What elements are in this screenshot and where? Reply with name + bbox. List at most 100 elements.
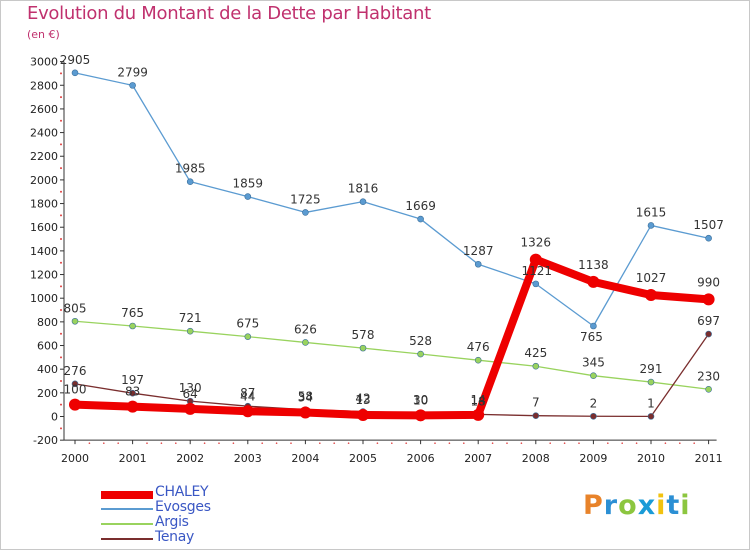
data-point-evosges [71, 69, 79, 77]
data-label-tenay: 58 [298, 390, 313, 404]
data-point-evosges [532, 280, 540, 288]
data-point-evosges [647, 222, 655, 229]
data-label-argis: 528 [409, 334, 432, 348]
axes: -200 0 200 400 600 800 1000 1200 1400 1600 1800 200… [30, 56, 723, 466]
data-label-argis: 721 [179, 311, 202, 325]
data-label-evosges: 765 [580, 330, 603, 344]
proxiti-logo: Proxiti [583, 490, 691, 521]
data-label-tenay: 30 [413, 393, 428, 407]
x-tick-label: 2000 [61, 452, 89, 465]
plot-area [69, 69, 715, 422]
data-label-tenay: 1 [647, 396, 655, 410]
x-minor-tick [290, 442, 292, 444]
data-label-tenay: 130 [179, 381, 202, 395]
legend-label-chaley: CHALEY [155, 484, 209, 500]
data-label-tenay: 197 [121, 373, 144, 387]
data-point-chaley [69, 398, 81, 411]
data-point-evosges [302, 209, 309, 216]
data-label-argis: 805 [64, 301, 87, 315]
series-line-evosges [74, 72, 710, 327]
data-point-chaley [529, 253, 542, 266]
data-label-tenay: 87 [240, 386, 255, 400]
data-label-argis: 345 [582, 356, 605, 370]
x-minor-tick [376, 442, 379, 444]
x-tick-label: 2008 [522, 452, 550, 465]
x-minor-tick [347, 442, 350, 444]
logo-letter: i [656, 490, 667, 521]
data-label-evosges: 1507 [693, 218, 724, 232]
y-minor-tick [60, 309, 62, 312]
x-minor-tick [117, 442, 119, 444]
data-point-chaley [702, 293, 715, 306]
series-line-tenay [74, 333, 710, 418]
x-minor-tick [232, 442, 235, 444]
x-minor-tick [679, 442, 681, 444]
x-minor-tick [203, 442, 206, 444]
data-point-evosges [359, 198, 367, 205]
data-point-chaley [645, 289, 657, 302]
x-minor-tick [448, 442, 451, 444]
data-point-evosges [417, 215, 424, 223]
y-tick-label: -200 [33, 434, 58, 447]
x-minor-tick [261, 442, 264, 444]
x-tick-label: 2010 [637, 452, 665, 465]
data-point-chaley [414, 409, 427, 422]
x-minor-tick [88, 442, 91, 444]
data-label-tenay: 18 [471, 394, 486, 408]
data-label-evosges: 1725 [290, 192, 321, 206]
x-minor-tick [520, 442, 523, 444]
data-point-chaley [126, 400, 139, 413]
data-label-evosges: 1287 [463, 244, 494, 258]
data-label-evosges: 1859 [233, 177, 264, 191]
x-minor-tick [635, 442, 638, 444]
y-minor-tick [60, 403, 62, 406]
x-tick-label: 2004 [291, 452, 319, 465]
x-minor-tick [506, 442, 508, 444]
data-point-evosges [186, 178, 194, 185]
data-label-argis: 765 [121, 306, 144, 320]
data-point-tenay [71, 380, 79, 388]
x-tick-label: 2001 [119, 452, 147, 465]
data-point-argis [474, 356, 482, 364]
chart-title: Evolution du Montant de la Dette par Hab… [27, 3, 431, 24]
y-tick-label: 1400 [30, 245, 58, 258]
x-minor-tick [463, 442, 465, 444]
data-label-chaley: 100 [64, 383, 87, 397]
data-label-chaley: 44 [240, 389, 255, 403]
data-point-argis [647, 378, 655, 386]
data-label-chaley: 34 [298, 390, 313, 404]
x-minor-tick [434, 442, 436, 444]
data-point-argis [359, 344, 367, 352]
y-tick-label: 1600 [30, 221, 58, 234]
data-label-evosges: 1121 [522, 264, 553, 278]
y-tick-label: 1000 [30, 292, 58, 305]
x-tick-label: 2007 [464, 452, 492, 465]
legend-label-evosges: Evosges [155, 499, 211, 515]
data-point-tenay [705, 330, 712, 338]
x-minor-tick [319, 442, 321, 444]
y-minor-tick [60, 332, 62, 335]
x-minor-tick [664, 442, 667, 444]
data-point-chaley [357, 408, 369, 421]
y-tick-label: 2400 [30, 127, 58, 140]
data-label-argis: 675 [236, 317, 259, 331]
data-label-argis: 476 [467, 340, 490, 354]
data-label-chaley: 64 [183, 387, 198, 401]
legend-swatch-argis [101, 523, 153, 525]
y-minor-tick [60, 72, 62, 75]
x-minor-tick [275, 442, 278, 444]
data-point-argis [186, 327, 194, 335]
logo-letter: o [618, 490, 638, 521]
data-label-chaley: 13 [355, 393, 370, 407]
y-tick-label: 400 [37, 363, 58, 376]
data-labels: 2905279919851859172518161669128711217651… [60, 53, 724, 411]
x-tick-label: 2002 [176, 452, 204, 465]
y-minor-tick [60, 380, 62, 383]
data-label-argis: 425 [524, 346, 547, 360]
y-minor-tick [60, 427, 62, 430]
x-minor-tick [391, 442, 393, 444]
data-label-argis: 626 [294, 322, 317, 336]
x-minor-tick [578, 442, 580, 444]
y-tick-label: 2600 [30, 103, 58, 116]
data-point-argis [71, 317, 79, 325]
